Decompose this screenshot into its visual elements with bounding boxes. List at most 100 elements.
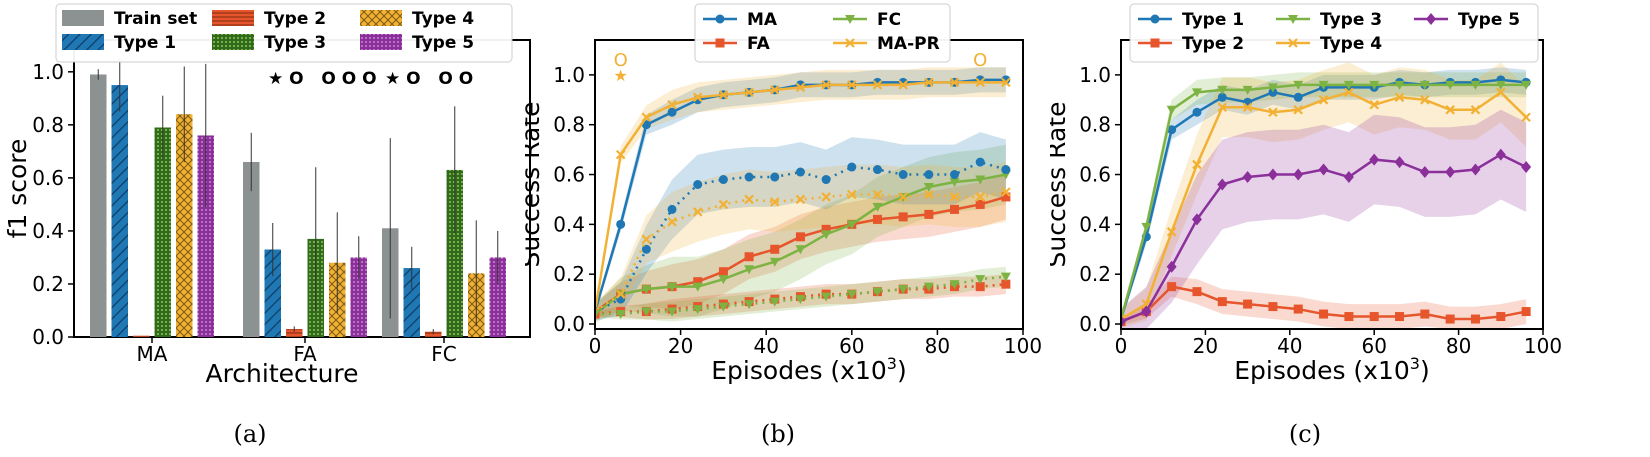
band-type-1	[1121, 67, 1527, 323]
legend-label-type-3: Type 3	[1320, 10, 1382, 30]
y-tick-label: 0.8	[1079, 113, 1111, 137]
legend-label-type-1: Type 1	[114, 33, 176, 53]
point-fa	[898, 212, 908, 222]
point-type-5	[1419, 166, 1430, 179]
point-ma-dotted-	[718, 175, 728, 185]
significance-marker-fc: ★ O O O	[385, 69, 473, 89]
bar-type-1-fc	[403, 268, 420, 337]
point-type-2	[1217, 297, 1227, 307]
x-tick-label: 60	[839, 334, 864, 358]
point-ma-pr	[1001, 77, 1011, 88]
point-type-5	[1394, 156, 1405, 169]
point-ma-dotted-	[872, 165, 882, 175]
point-type-1	[1217, 92, 1227, 102]
x-tick-label: 100	[1004, 334, 1042, 358]
legend: MA FA FC MA-PR	[694, 3, 951, 63]
point-ma-pr-dotted-	[949, 192, 960, 202]
legend-label-ma-pr: MA-PR	[877, 34, 940, 54]
point-type-5	[1369, 153, 1380, 166]
x-axis-label: Episodes (x103)	[711, 354, 906, 385]
y-tick-label: 0.2	[1079, 262, 1111, 286]
x-axis-label: Episodes (x103)	[1234, 354, 1429, 385]
point-ma-dotted-	[924, 170, 934, 180]
point-fc-dotted-	[821, 292, 832, 302]
y-axis-label: Success Rate	[1050, 102, 1071, 268]
point-fa	[975, 199, 985, 209]
point-fa	[950, 204, 960, 214]
point-fc-dotted-	[846, 290, 857, 300]
point-ma-pr-dotted-	[769, 197, 780, 207]
x-tick-label: 60	[1361, 334, 1386, 358]
panel-a: 0.0 0.2 0.4 0.6 0.8 1.0 f1 score Architecture MA…	[0, 0, 540, 415]
point-type-2	[1470, 314, 1480, 324]
y-tick-label: 0.4	[553, 212, 585, 236]
point-type-5	[1293, 168, 1304, 181]
point-fc	[975, 175, 986, 185]
point-fc-dotted-	[923, 282, 934, 292]
x-axis-label: Architecture	[205, 359, 358, 388]
point-fa-dotted-	[1001, 279, 1011, 289]
point-type-5	[1267, 168, 1278, 181]
bar-type-5-fc	[489, 257, 506, 337]
point-fc-dotted-	[872, 287, 883, 297]
point-fc-dotted-	[975, 275, 986, 285]
y-axis-label: Success Rate	[525, 102, 545, 268]
point-type-3	[1191, 88, 1202, 98]
point-type-1	[1167, 125, 1177, 135]
series-line-fc-dotted-	[595, 275, 1007, 316]
point-ma-dotted-	[693, 180, 703, 189]
y-tick-label: 0.2	[553, 262, 585, 286]
point-fc	[949, 178, 960, 188]
point-type-3	[1369, 80, 1380, 90]
x-axis-label-main: Episodes (x10	[1234, 356, 1410, 385]
y-tick-label: 0.6	[32, 166, 64, 190]
bar-type-5-fa	[350, 257, 367, 337]
x-axis-label-exponent: 3	[1410, 354, 1420, 373]
bar-type-4-ma	[176, 114, 193, 337]
point-fc-dotted-	[667, 307, 678, 317]
legend-box	[694, 3, 951, 63]
legend-label-type-2: Type 2	[264, 9, 326, 29]
x-tick-label: 20	[668, 334, 693, 358]
y-tick-label: 0.0	[553, 312, 585, 336]
point-fa	[744, 252, 754, 262]
point-fa-dotted-	[975, 282, 985, 292]
point-ma-dotted-	[1001, 165, 1011, 175]
point-fa	[718, 267, 728, 277]
x-tick-label: 40	[753, 334, 778, 358]
y-tick-label: 0.0	[32, 325, 64, 349]
x-tick-label: 80	[1446, 334, 1471, 358]
legend-swatch-train-set	[62, 10, 104, 26]
x-tick-label: 100	[1524, 334, 1562, 358]
legend-marker-type-5	[1426, 13, 1436, 25]
caption-b: (b)	[760, 420, 796, 448]
series-line-ma-pr-dotted-	[595, 190, 1007, 313]
point-ma-pr	[718, 90, 729, 100]
point-type-2	[1192, 287, 1202, 297]
point-ma-dotted-	[667, 204, 677, 214]
legend-swatch-type-4	[360, 10, 402, 26]
point-ma-pr	[821, 80, 831, 90]
point-type-4	[1217, 102, 1228, 113]
point-fc	[641, 285, 652, 295]
x-tick-label: 80	[925, 334, 950, 358]
point-fc	[821, 230, 832, 240]
bar-type-2-ma	[133, 335, 150, 337]
legend-label-type-4: Type 4	[1320, 34, 1382, 54]
bar-type-3-ma	[154, 127, 171, 337]
point-ma-dotted-	[641, 244, 651, 254]
point-fc-dotted-	[949, 280, 960, 290]
point-fc	[667, 282, 678, 292]
point-fc-dotted-	[595, 310, 600, 320]
legend: Type 1 Type 2 Type 3 Type 4 Type 5	[1129, 3, 1539, 63]
legend-marker-fc	[845, 15, 855, 24]
point-fa	[1001, 192, 1011, 202]
point-ma-pr-dotted-	[924, 189, 934, 200]
point-type-3	[1521, 80, 1532, 90]
point-type-2	[1395, 312, 1405, 322]
point-type-5	[1141, 305, 1152, 318]
point-ma-pr-dotted-	[1001, 187, 1011, 197]
x-axis-label-close: )	[1420, 356, 1430, 385]
point-ma-dotted-	[821, 175, 831, 185]
point-ma-pr-dotted-	[667, 217, 677, 227]
